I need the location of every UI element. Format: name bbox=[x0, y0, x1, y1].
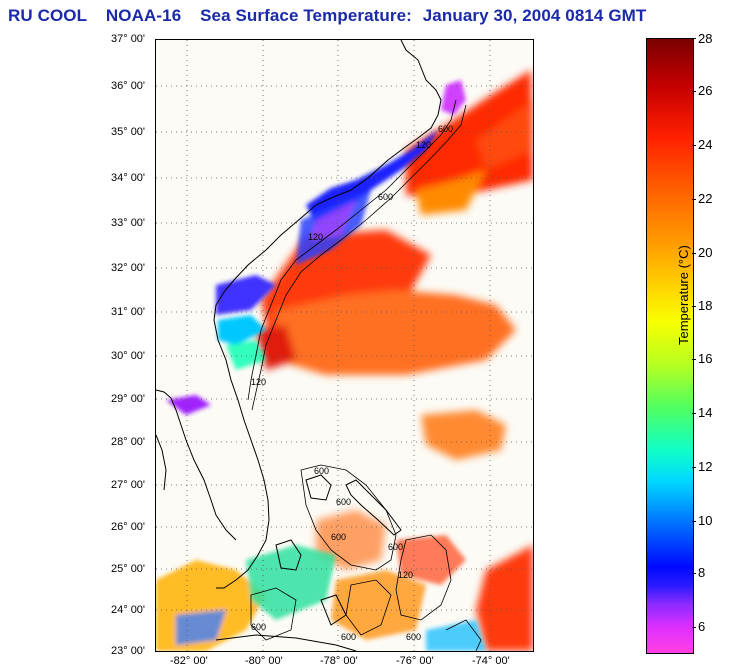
colorbar-tick-mark bbox=[692, 199, 696, 200]
lat-label-31: 31° 00' bbox=[111, 306, 146, 318]
colorbar-title: Temperature (°C) bbox=[676, 245, 691, 345]
isobath-label: 120 bbox=[308, 232, 323, 242]
lat-label-32: 32° 00' bbox=[111, 262, 146, 274]
colorbar-tick-24: 24 bbox=[698, 137, 713, 152]
title-org: RU COOL bbox=[8, 6, 88, 25]
lat-label-34: 34° 00' bbox=[111, 172, 146, 184]
lon-label-82: -82° 00' bbox=[170, 655, 208, 667]
colorbar-tick-mark bbox=[692, 573, 696, 574]
colorbar-tick-28: 28 bbox=[698, 31, 713, 46]
isobath-label: 120 bbox=[398, 570, 413, 580]
isobath-label: 600 bbox=[341, 632, 356, 642]
temperature-colorbar bbox=[646, 38, 694, 654]
isobath-label: 600 bbox=[331, 532, 346, 542]
lon-label-80: -80° 00' bbox=[245, 655, 283, 667]
colorbar-tick-20: 20 bbox=[698, 245, 713, 260]
isobaths bbox=[247, 99, 482, 651]
colorbar-tick-mark bbox=[692, 521, 696, 522]
lat-label-24: 24° 00' bbox=[111, 604, 146, 616]
sst-map-canvas: 600 120 600 120 120 600 600 600 600 120 … bbox=[156, 40, 533, 651]
lat-label-33: 33° 00' bbox=[111, 217, 146, 229]
colorbar-tick-6: 6 bbox=[698, 619, 706, 634]
graticule bbox=[156, 40, 533, 651]
colorbar-tick-mark bbox=[692, 467, 696, 468]
lon-label-76: -76° 00' bbox=[396, 655, 434, 667]
isobath-label: 600 bbox=[406, 632, 421, 642]
lat-label-26: 26° 00' bbox=[111, 521, 146, 533]
colorbar-tick-mark bbox=[692, 413, 696, 414]
colorbar-tick-mark bbox=[692, 306, 696, 307]
lat-label-37: 37° 00' bbox=[111, 33, 146, 45]
lat-label-27: 27° 00' bbox=[111, 479, 146, 491]
title-satellite: NOAA-16 bbox=[105, 6, 182, 25]
isobath-label: 600 bbox=[251, 622, 266, 632]
lat-label-29: 29° 00' bbox=[111, 393, 146, 405]
colorbar-tick-18: 18 bbox=[698, 298, 713, 313]
colorbar-tick-mark bbox=[692, 38, 696, 39]
colorbar-tick-12: 12 bbox=[698, 459, 713, 474]
sst-southern-mixed bbox=[156, 535, 486, 651]
colorbar-tick-mark bbox=[692, 91, 696, 92]
colorbar-tick-8: 8 bbox=[698, 565, 706, 580]
colorbar-tick-22: 22 bbox=[698, 191, 713, 206]
sst-map[interactable]: 600 120 600 120 120 600 600 600 600 120 … bbox=[155, 39, 534, 652]
colorbar-tick-16: 16 bbox=[698, 351, 713, 366]
colorbar-tick-mark bbox=[692, 627, 696, 628]
title-product: Sea Surface Temperature: bbox=[200, 6, 412, 25]
lon-label-74: -74° 00' bbox=[472, 655, 510, 667]
isobath-label: 600 bbox=[378, 192, 393, 202]
isobath-label: 600 bbox=[388, 542, 403, 552]
lon-label-78: -78° 00' bbox=[320, 655, 358, 667]
lat-label-25: 25° 00' bbox=[111, 563, 146, 575]
bahamas-islands bbox=[215, 474, 402, 651]
isobath-label: 120 bbox=[416, 140, 431, 150]
lat-label-35: 35° 00' bbox=[111, 126, 146, 138]
isobath-label: 600 bbox=[438, 124, 453, 134]
colorbar-tick-mark bbox=[692, 145, 696, 146]
colorbar-tick-26: 26 bbox=[698, 83, 713, 98]
colorbar-tick-mark bbox=[692, 253, 696, 254]
lat-label-36: 36° 00' bbox=[111, 80, 146, 92]
isobath-label: 120 bbox=[251, 377, 266, 387]
lat-label-28: 28° 00' bbox=[111, 436, 146, 448]
lat-label-23: 23° 00' bbox=[111, 645, 146, 657]
colorbar-tick-mark bbox=[692, 359, 696, 360]
isobath-label: 600 bbox=[314, 466, 329, 476]
colorbar-tick-10: 10 bbox=[698, 513, 713, 528]
title-date: January 30, 2004 0814 GMT bbox=[422, 6, 647, 25]
coastline bbox=[156, 40, 442, 589]
map-title: RU COOL NOAA-16 Sea Surface Temperature:… bbox=[8, 6, 660, 26]
colorbar-tick-14: 14 bbox=[698, 405, 713, 420]
isobath-labels: 600 120 600 120 120 600 600 600 600 120 … bbox=[251, 124, 453, 642]
isobath-label: 600 bbox=[336, 497, 351, 507]
lat-label-30: 30° 00' bbox=[111, 350, 146, 362]
